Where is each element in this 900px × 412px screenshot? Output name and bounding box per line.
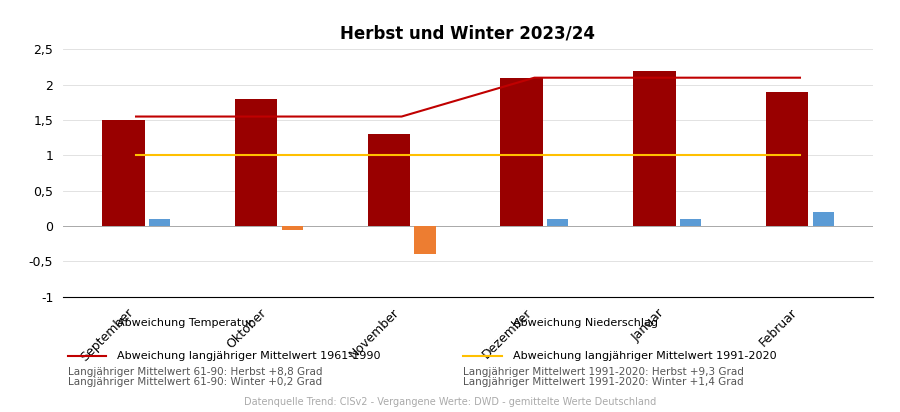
Bar (547, 219, 569, 226)
Bar (500, 78, 543, 226)
Text: Abweichung Temperatur: Abweichung Temperatur (117, 318, 253, 328)
Title: Herbst und Winter 2023/24: Herbst und Winter 2023/24 (340, 24, 596, 42)
Bar (766, 92, 808, 226)
Text: Langjähriger Mittelwert 61-90: Herbst +8,8 Grad: Langjähriger Mittelwert 61-90: Herbst +8… (68, 367, 322, 377)
Bar (102, 120, 145, 226)
Bar (813, 212, 834, 226)
Bar (282, 226, 302, 229)
Text: Abweichung langjähriger Mittelwert 1991-2020: Abweichung langjähriger Mittelwert 1991-… (513, 351, 777, 361)
Bar (680, 219, 701, 226)
Bar (414, 226, 436, 254)
Text: Abweichung Niederschlag: Abweichung Niederschlag (513, 318, 658, 328)
Text: Langjähriger Mittelwert 61-90: Winter +0,2 Grad: Langjähriger Mittelwert 61-90: Winter +0… (68, 377, 321, 387)
Text: Langjähriger Mittelwert 1991-2020: Winter +1,4 Grad: Langjähriger Mittelwert 1991-2020: Winte… (464, 377, 744, 387)
Text: Abweichung langjähriger Mittelwert 1961-1990: Abweichung langjähriger Mittelwert 1961-… (117, 351, 381, 361)
Bar (634, 70, 676, 226)
Text: Datenquelle Trend: CISv2 - Vergangene Werte: DWD - gemittelte Werte Deutschland: Datenquelle Trend: CISv2 - Vergangene We… (244, 397, 656, 407)
Text: Langjähriger Mittelwert 1991-2020: Herbst +9,3 Grad: Langjähriger Mittelwert 1991-2020: Herbs… (464, 367, 744, 377)
Bar (367, 134, 410, 226)
Bar (148, 219, 170, 226)
Bar (235, 99, 277, 226)
